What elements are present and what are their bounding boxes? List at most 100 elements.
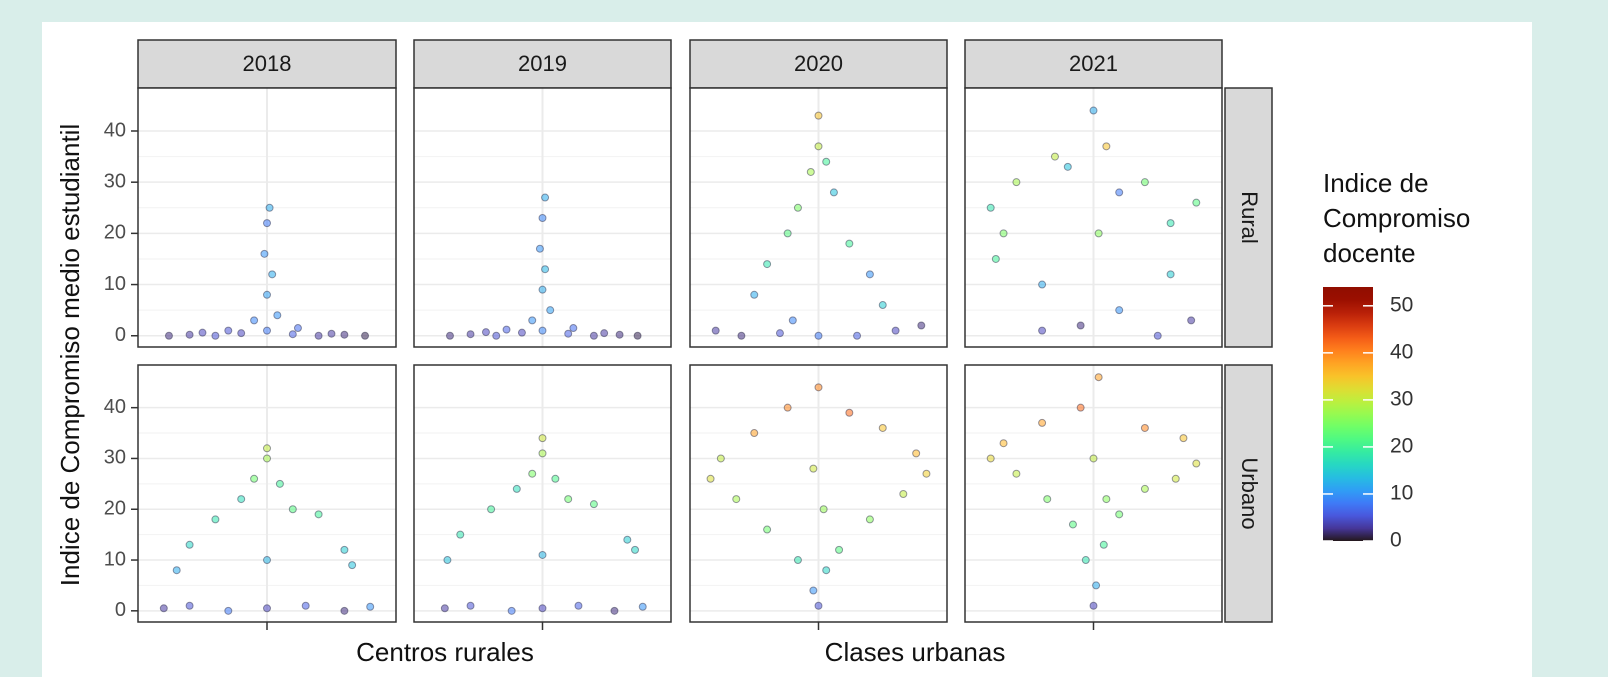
point xyxy=(1089,454,1098,463)
point xyxy=(185,330,194,339)
point xyxy=(711,326,720,335)
point xyxy=(865,270,874,279)
point xyxy=(891,326,900,335)
facet-label: 2019 xyxy=(518,51,567,76)
point xyxy=(159,604,168,613)
point xyxy=(1140,178,1149,187)
point xyxy=(1076,321,1085,330)
y-tick-label: 20 xyxy=(104,498,126,520)
point xyxy=(507,606,516,615)
point xyxy=(263,290,271,299)
y-tick-label: 40 xyxy=(104,396,126,418)
colorbar-tick-label: 20 xyxy=(1390,434,1413,457)
point xyxy=(589,500,598,509)
point xyxy=(615,330,624,339)
point xyxy=(538,550,547,559)
point xyxy=(456,530,465,539)
point xyxy=(732,495,741,504)
point xyxy=(288,505,297,514)
facet-strip xyxy=(964,39,1223,89)
point xyxy=(1076,403,1085,412)
point xyxy=(917,321,926,330)
point xyxy=(263,326,271,335)
point xyxy=(314,510,323,519)
point xyxy=(538,326,547,335)
point xyxy=(809,464,818,473)
point xyxy=(814,111,823,120)
point xyxy=(991,254,1000,263)
panel-border xyxy=(413,87,672,348)
point xyxy=(528,316,537,325)
point xyxy=(788,316,797,325)
point xyxy=(1192,198,1201,207)
point xyxy=(301,601,310,610)
point xyxy=(1081,556,1090,565)
point xyxy=(275,479,284,488)
point xyxy=(814,142,823,151)
point xyxy=(610,606,619,615)
point xyxy=(1115,188,1124,197)
y-tick-label: 0 xyxy=(115,599,126,621)
point xyxy=(819,505,828,514)
point xyxy=(528,469,537,478)
point xyxy=(340,606,349,615)
point xyxy=(481,328,490,337)
point xyxy=(853,331,862,340)
point xyxy=(829,188,838,197)
point xyxy=(340,545,349,554)
point xyxy=(1089,106,1098,115)
panel-border xyxy=(137,87,397,348)
point xyxy=(716,454,725,463)
point xyxy=(1099,540,1108,549)
point xyxy=(293,324,302,333)
point xyxy=(263,454,271,463)
point xyxy=(1102,142,1111,151)
point xyxy=(327,329,336,338)
point xyxy=(1166,219,1175,228)
point xyxy=(1043,495,1052,504)
point xyxy=(466,330,475,339)
point xyxy=(783,229,792,238)
point xyxy=(492,331,501,340)
point xyxy=(1063,162,1072,171)
point xyxy=(814,383,823,392)
point xyxy=(1153,331,1162,340)
colorbar-tick-label: 10 xyxy=(1390,482,1413,505)
point xyxy=(1089,601,1098,610)
point xyxy=(265,203,274,212)
point xyxy=(172,566,181,575)
point xyxy=(564,495,573,504)
point xyxy=(263,556,271,565)
point xyxy=(737,331,746,340)
facet-strip xyxy=(1224,87,1273,348)
point xyxy=(793,203,802,212)
point xyxy=(1102,495,1111,504)
colorbar-tick-label: 50 xyxy=(1390,293,1413,316)
point xyxy=(211,331,220,340)
point xyxy=(589,331,598,340)
facet-strip xyxy=(689,39,948,89)
colorbar-tick-label: 30 xyxy=(1390,387,1413,410)
point xyxy=(348,561,357,570)
facet-label: Rural xyxy=(1237,191,1262,244)
legend-title: Indice de Compromiso docente xyxy=(1323,168,1470,268)
point xyxy=(538,604,547,613)
point xyxy=(814,331,823,340)
point xyxy=(185,540,194,549)
point xyxy=(224,326,233,335)
point xyxy=(922,469,931,478)
point xyxy=(912,449,921,458)
point xyxy=(1115,510,1124,519)
point xyxy=(250,316,259,325)
point xyxy=(443,556,452,565)
facet-strip xyxy=(1224,364,1273,623)
x-axis-label: Clases urbanas xyxy=(825,637,1006,667)
point xyxy=(1038,326,1047,335)
facet-strip xyxy=(137,39,397,89)
point xyxy=(623,535,632,544)
panel-border xyxy=(689,87,948,348)
point xyxy=(541,193,550,202)
point xyxy=(1094,373,1103,382)
point xyxy=(814,601,823,610)
